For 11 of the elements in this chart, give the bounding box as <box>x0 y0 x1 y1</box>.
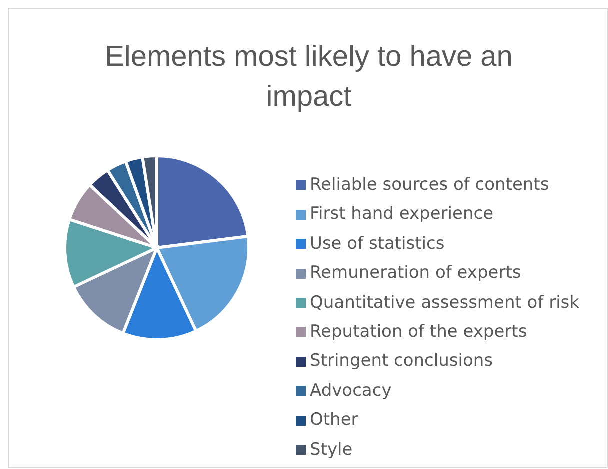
legend-label: Stringent conclusions <box>310 351 494 372</box>
legend-label: Reliable sources of contents <box>310 175 550 195</box>
legend-label: Use of statistics <box>310 234 445 254</box>
legend-label: Remuneration of experts <box>310 263 522 284</box>
legend-label: Other <box>310 410 358 430</box>
legend-label: Style <box>310 440 353 460</box>
legend-label: Quantitative assessment of risk <box>310 292 580 313</box>
legend-label: Advocacy <box>310 380 392 401</box>
chart-title: Elements most likely to have an impact <box>104 40 514 115</box>
legend-label: Reputation of the experts <box>310 322 528 342</box>
legend-label: First hand experience <box>310 204 494 224</box>
